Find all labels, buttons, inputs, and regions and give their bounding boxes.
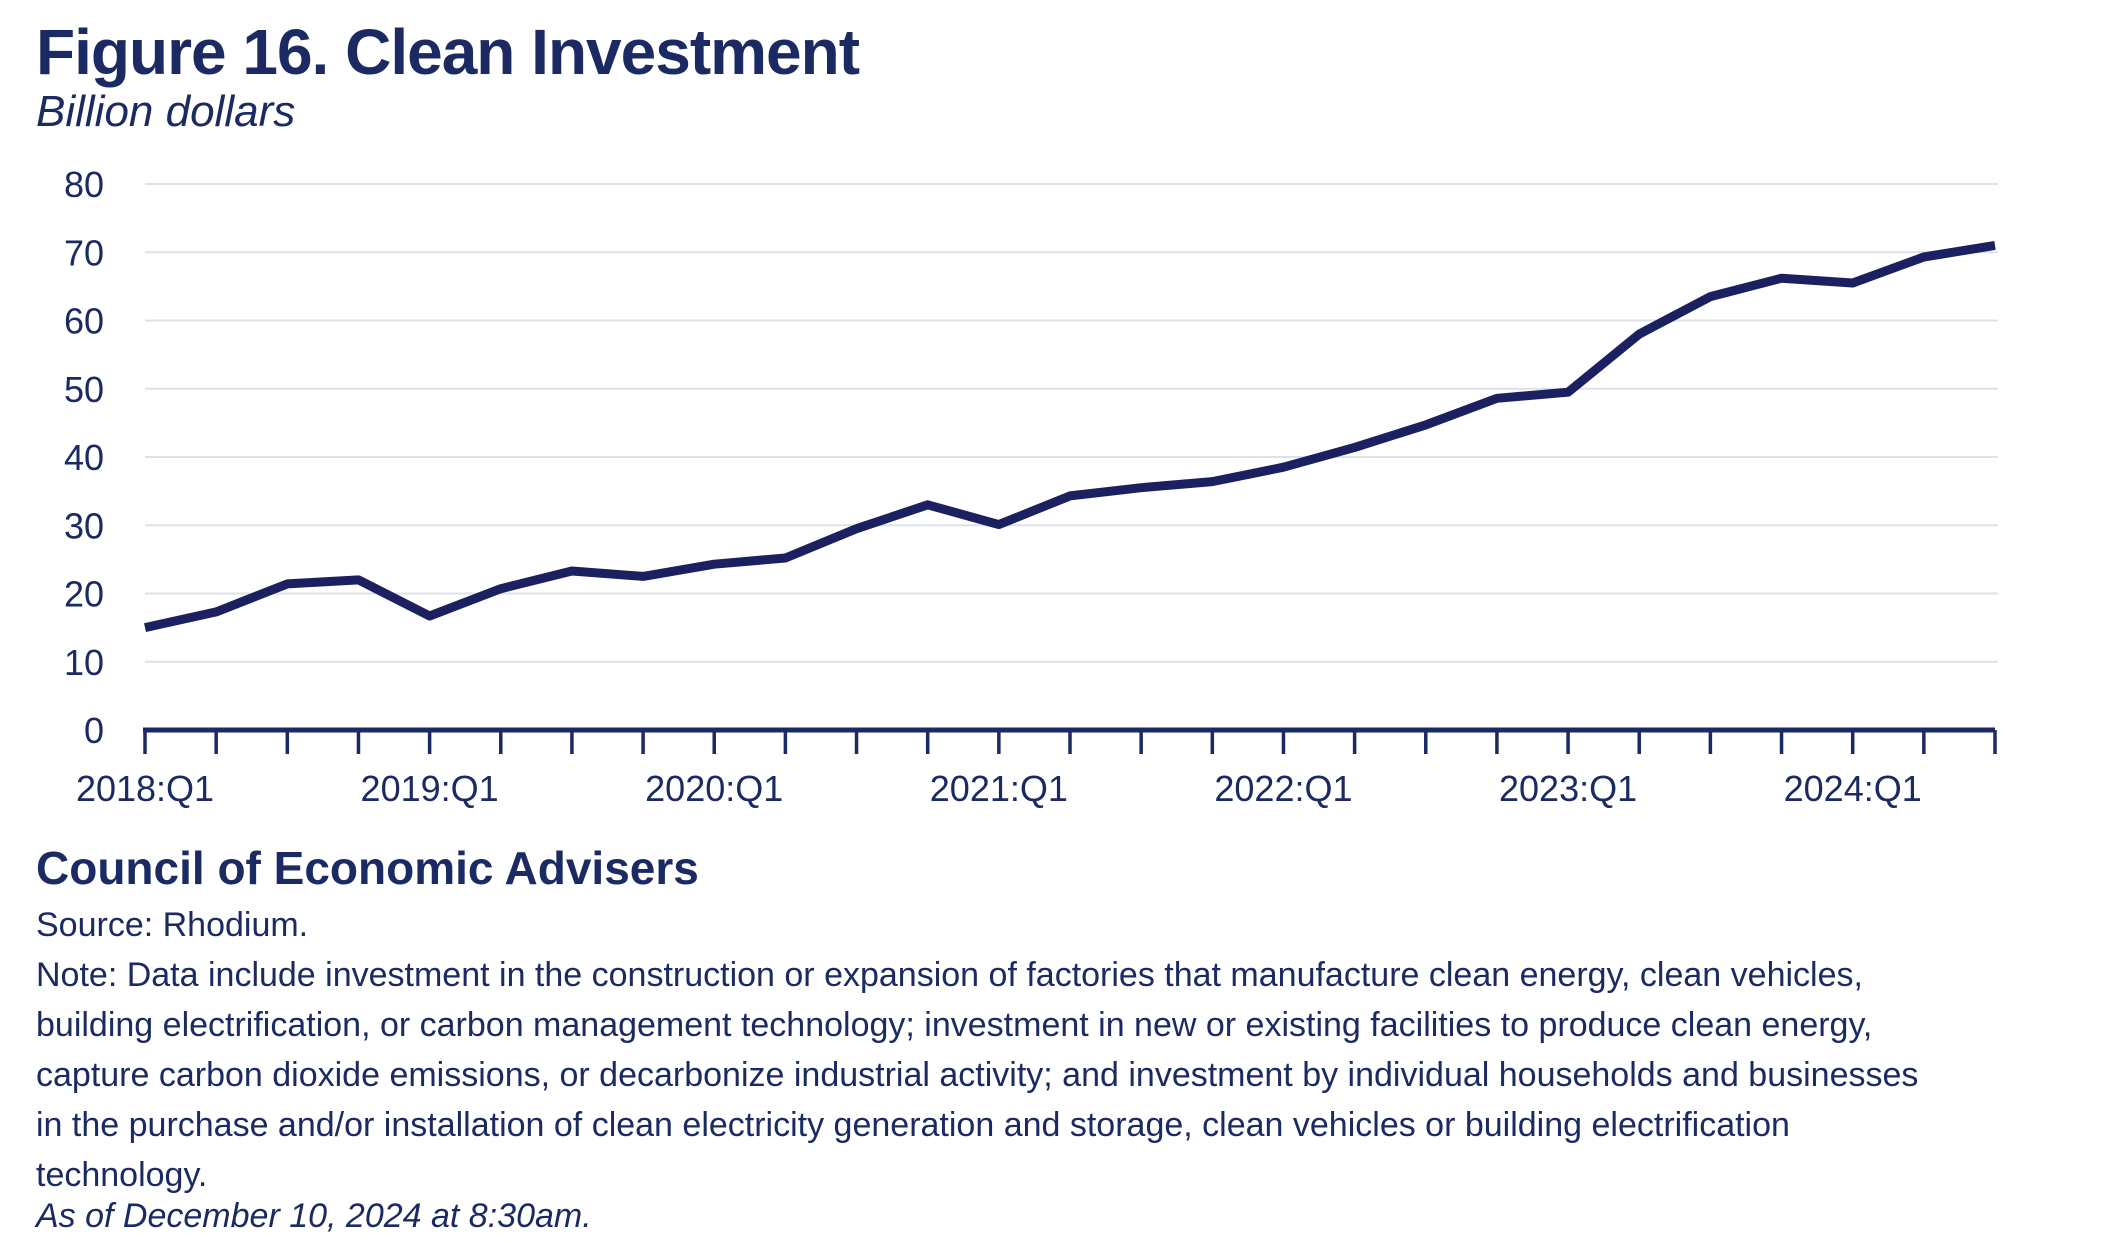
y-axis-label-40: 40: [64, 437, 104, 478]
y-axis-label-60: 60: [64, 301, 104, 342]
y-axis-label-0: 0: [84, 710, 104, 751]
x-axis-label: 2018:Q1: [76, 768, 214, 809]
footer-source: Source: Rhodium.: [36, 906, 309, 944]
y-axis-label-50: 50: [64, 369, 104, 410]
x-axis-label: 2020:Q1: [645, 768, 783, 809]
x-axis-label: 2023:Q1: [1499, 768, 1637, 809]
x-axis-label: 2021:Q1: [930, 768, 1068, 809]
x-axis-label: 2022:Q1: [1214, 768, 1352, 809]
y-axis-label-70: 70: [64, 232, 104, 273]
page-title: Figure 16. Clean Investment: [36, 16, 860, 88]
y-axis-label-20: 20: [64, 574, 104, 615]
x-axis-label: 2024:Q1: [1784, 768, 1922, 809]
y-axis-label-80: 80: [64, 164, 104, 205]
series-line-clean-investment: [144, 240, 1996, 632]
x-axis-label: 2019:Q1: [361, 768, 499, 809]
y-axis-label-30: 30: [64, 505, 104, 546]
footer-as-of: As of December 10, 2024 at 8:30am.: [36, 1197, 592, 1235]
chart-units-subtitle: Billion dollars: [36, 87, 296, 136]
clean-investment-line-chart: 0 10 20 30 40 50 60 70 80 2018:Q1 2019:Q1 2020:Q1 20…: [64, 164, 1998, 809]
y-axis-label-10: 10: [64, 642, 104, 683]
footer-organization: Council of Economic Advisers: [36, 842, 699, 894]
footer-note: Note: Data include investment in the con…: [36, 956, 1919, 1194]
